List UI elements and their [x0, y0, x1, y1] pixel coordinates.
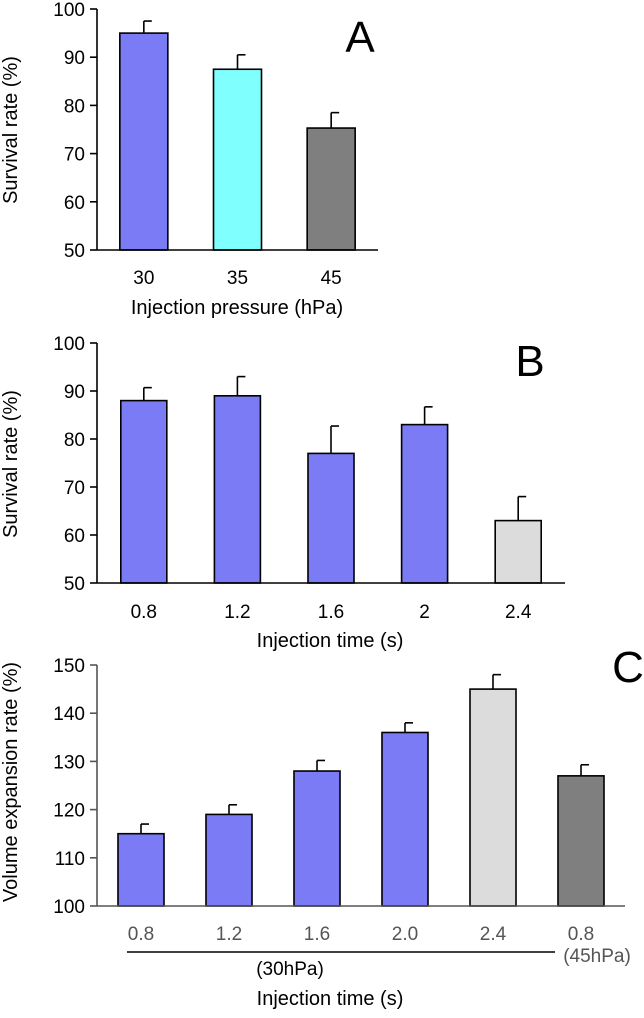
- x-tick-label: 30: [133, 268, 154, 289]
- group-label-30hpa: (30hPa): [256, 959, 324, 980]
- panel-c: C Injection time (s) Volume expansion ra…: [0, 643, 644, 1010]
- bar-b-4: [494, 519, 543, 584]
- x-tick-label: 1.6: [318, 602, 344, 623]
- x-tick-label: 2.4: [480, 924, 507, 945]
- panel-letter-c: C: [612, 643, 644, 692]
- bar-a-1: [212, 68, 263, 251]
- y-axis-title-a: Survival rate (%): [0, 56, 22, 204]
- x-tick-label: 1.2: [216, 924, 242, 945]
- y-tick-label: 70: [64, 478, 85, 499]
- y-tick-label: 60: [64, 526, 85, 547]
- x-axis-title-c: Injection time (s): [257, 988, 404, 1010]
- x-tick-label: 0.8: [568, 924, 594, 945]
- bar-b-0: [120, 399, 168, 584]
- y-tick-label: 120: [53, 801, 85, 822]
- x-tick-label: 35: [227, 268, 248, 289]
- y-tick-label: 80: [64, 430, 85, 451]
- bar-b-2: [307, 452, 355, 584]
- y-tick-label: 130: [53, 752, 85, 773]
- x-tick-label: 2: [419, 602, 430, 623]
- y-tick-label: 100: [53, 334, 85, 355]
- panel-letter-b: B: [515, 337, 544, 386]
- bar-c-4: [469, 688, 517, 907]
- bar-a-0: [119, 32, 169, 251]
- y-tick-label: 150: [53, 656, 85, 677]
- x-tick-label: 0.8: [128, 924, 154, 945]
- y-tick-label: 50: [64, 574, 85, 595]
- bar-c-5: [557, 775, 605, 907]
- x-tick-label: 2.0: [392, 924, 418, 945]
- bar-a-2: [306, 127, 356, 251]
- x-extra-label-45hpa: (45hPa): [563, 946, 631, 967]
- bar-c-3: [381, 731, 429, 907]
- y-tick-label: 80: [64, 96, 85, 117]
- x-tick-label: 1.2: [224, 602, 250, 623]
- y-axis-title-c: Volume expansion rate (%): [0, 662, 22, 902]
- bar-c-2: [293, 770, 341, 907]
- y-tick-label: 140: [53, 704, 85, 725]
- bar-c-0: [117, 832, 165, 907]
- panel-b: B Injection time (s) Survival rate (%) 5…: [0, 334, 565, 652]
- x-tick-label: 45: [321, 268, 342, 289]
- y-tick-label: 50: [64, 241, 85, 262]
- panel-a: A Injection pressure (hPa) Survival rate…: [0, 0, 378, 319]
- y-tick-label: 70: [64, 145, 85, 166]
- y-tick-label: 100: [53, 897, 85, 918]
- bar-b-1: [213, 394, 262, 584]
- x-tick-label: 2.4: [505, 602, 532, 623]
- x-axis-title-b: Injection time (s): [257, 630, 404, 652]
- y-tick-label: 90: [64, 382, 85, 403]
- y-tick-label: 60: [64, 193, 85, 214]
- x-axis-title-a: Injection pressure (hPa): [131, 297, 343, 319]
- bar-c-1: [205, 813, 253, 907]
- x-tick-label: 1.6: [304, 924, 330, 945]
- panel-letter-a: A: [345, 13, 375, 62]
- y-tick-label: 100: [53, 0, 85, 21]
- y-tick-label: 90: [64, 48, 85, 69]
- x-tick-label: 0.8: [131, 602, 157, 623]
- bar-b-3: [400, 423, 449, 584]
- y-axis-title-b: Survival rate (%): [0, 390, 22, 538]
- y-tick-label: 110: [55, 849, 85, 870]
